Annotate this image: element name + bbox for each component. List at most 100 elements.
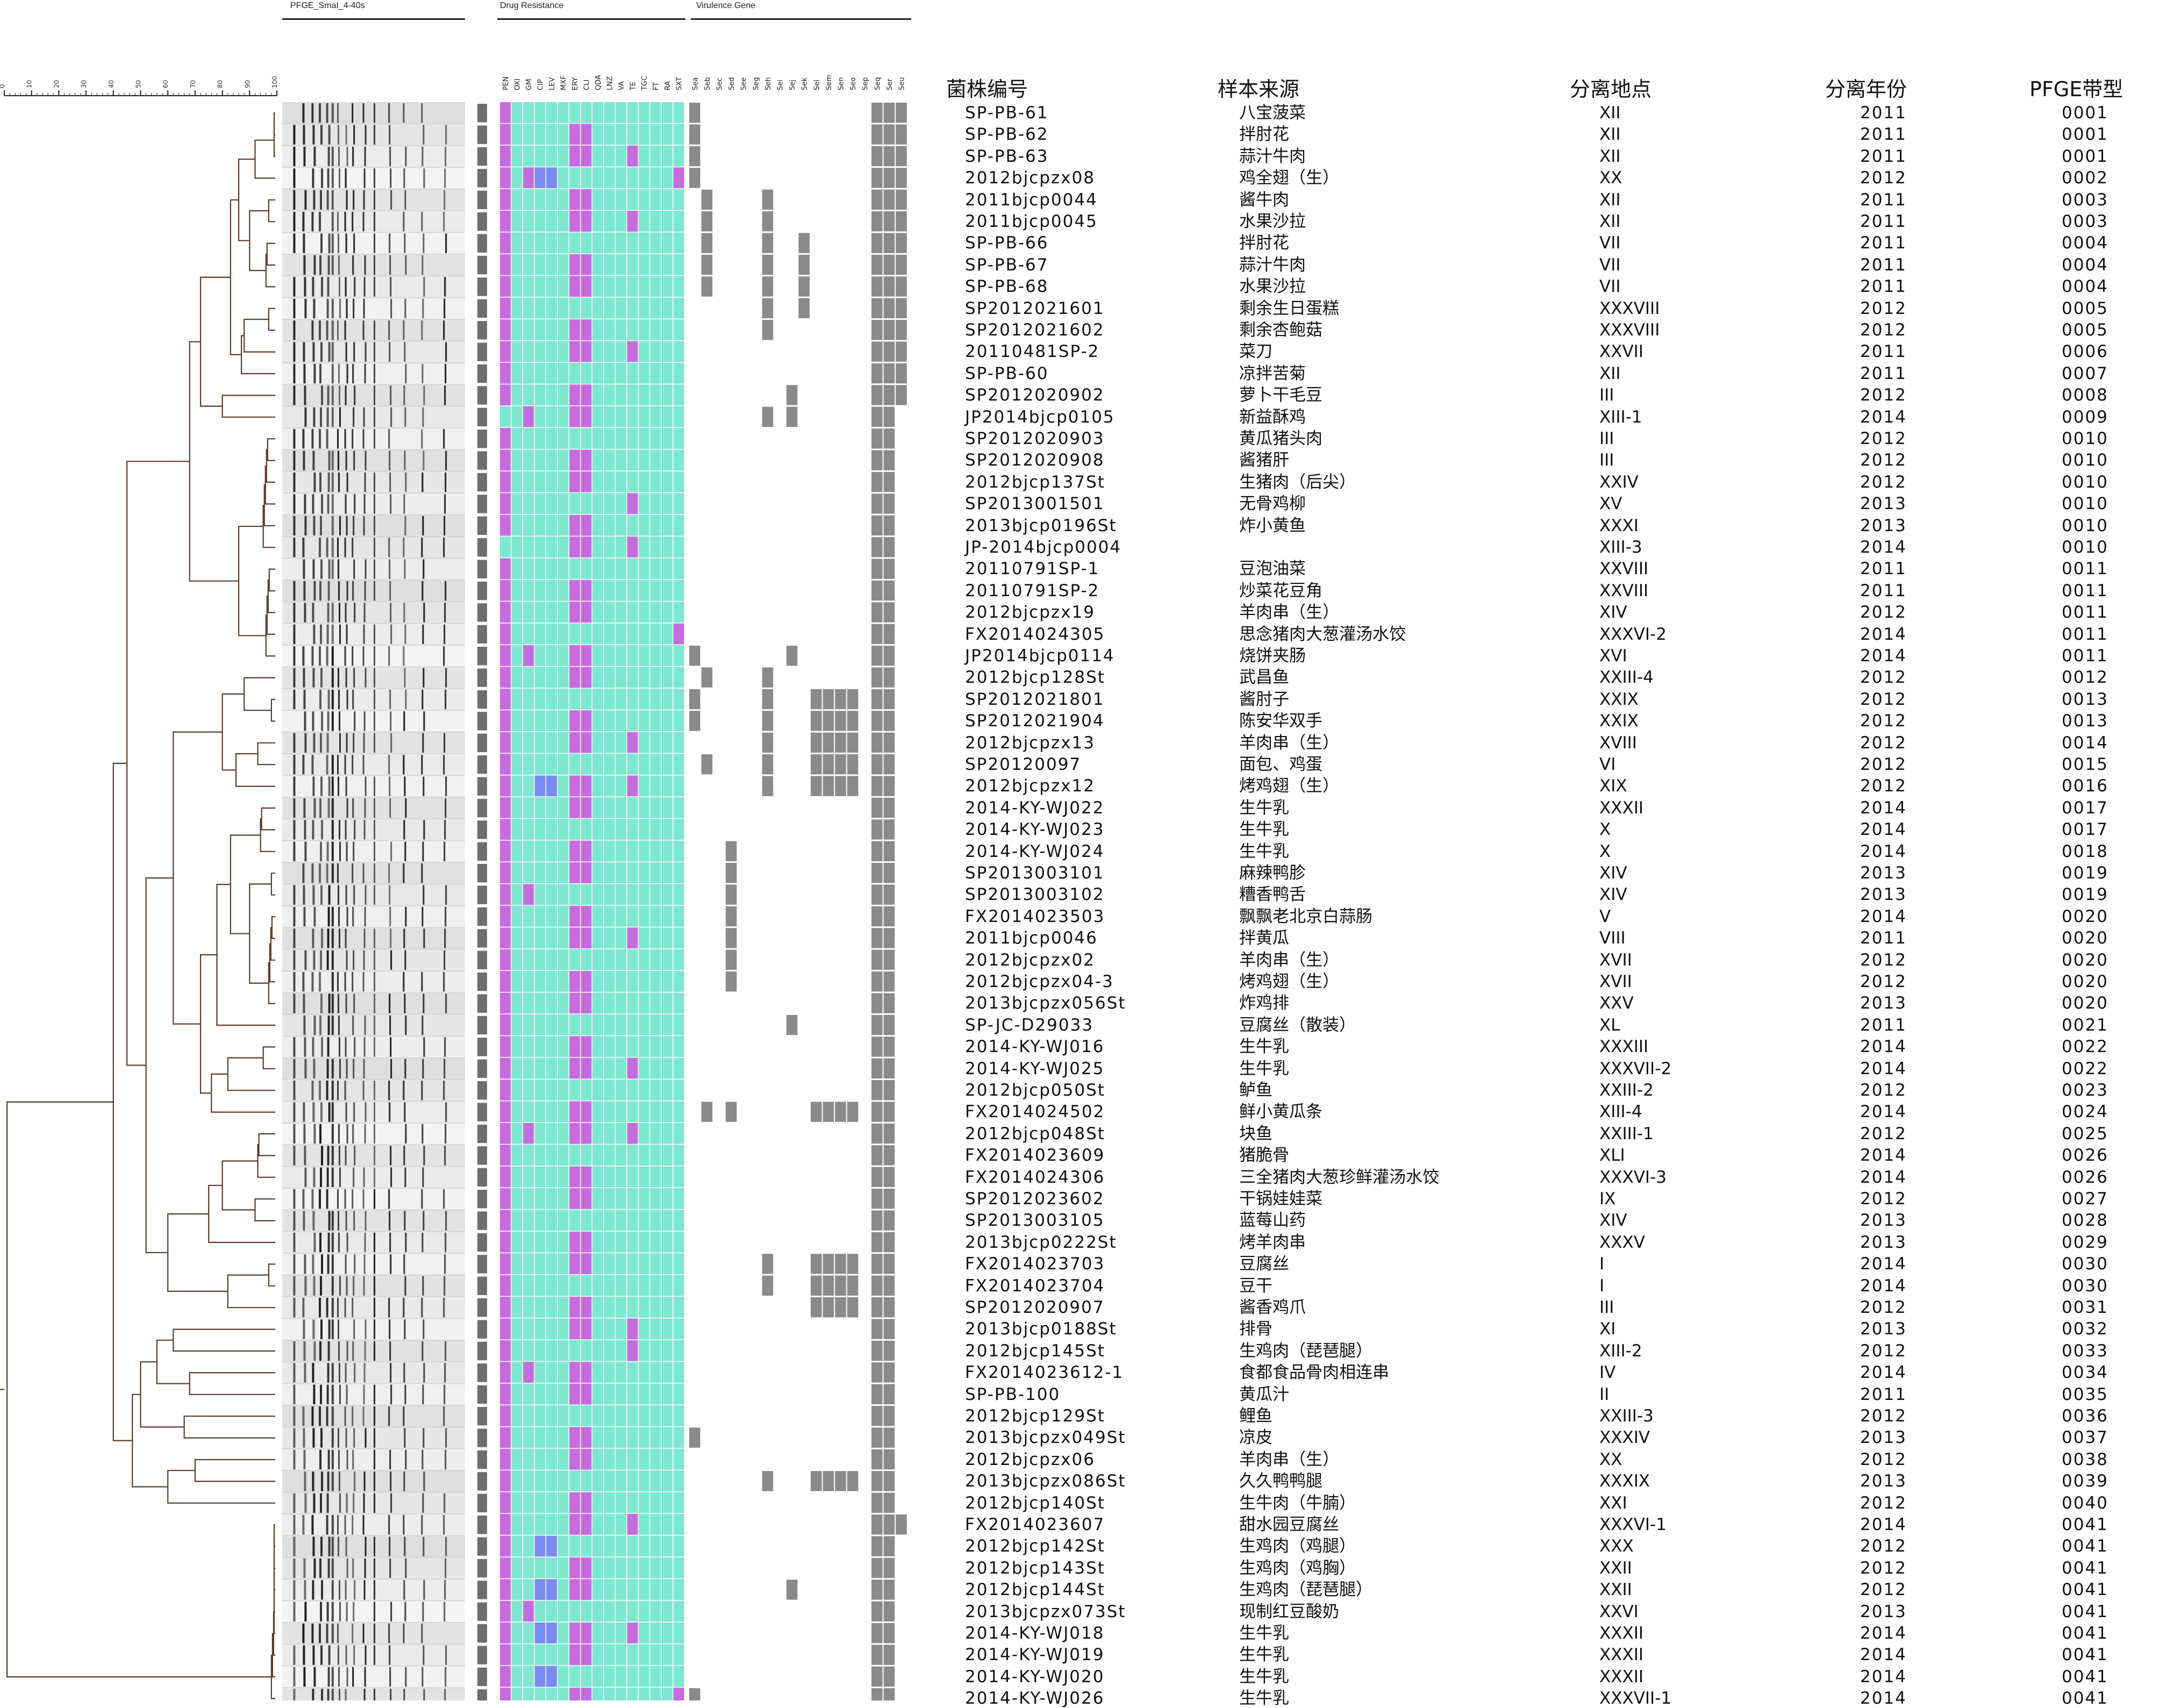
drug-cell	[523, 1514, 534, 1535]
pfge-band	[327, 1558, 330, 1578]
drug-cell	[592, 1600, 603, 1622]
drug-cell	[557, 1492, 569, 1513]
row-strain-id: 2012bjcp137St	[965, 472, 1105, 492]
drug-cell	[581, 1535, 592, 1557]
pfge-lane	[282, 1514, 465, 1535]
row-pfge-pattern: 0030	[2062, 1254, 2108, 1274]
gene-present-cell	[883, 841, 895, 861]
drug-cell	[662, 667, 673, 688]
pfge-band	[346, 1558, 348, 1578]
drug-cell	[639, 927, 649, 949]
pfge-band	[326, 1624, 328, 1643]
drug-cell	[627, 1231, 638, 1253]
pfge-band	[389, 233, 391, 253]
pfge-band	[390, 624, 392, 644]
row-strain-id: 2014-KY-WJ022	[965, 798, 1105, 818]
drug-cell	[627, 1253, 638, 1275]
drug-label: QDA	[595, 75, 603, 90]
pfge-band	[403, 1580, 405, 1600]
pfge-band	[320, 668, 323, 688]
drug-cell	[639, 1166, 649, 1188]
pfge-band	[321, 168, 323, 188]
row-isolation-year: 2014	[1860, 407, 1907, 427]
pfge-band	[311, 212, 314, 232]
pfge-band	[346, 363, 348, 384]
pfge-band	[311, 972, 314, 992]
gene-present-cell	[725, 906, 737, 927]
row-marker	[477, 1385, 487, 1404]
drug-cell	[534, 362, 546, 384]
pfge-band	[319, 363, 321, 384]
drug-cell	[534, 1101, 546, 1123]
row-pfge-pattern: 0003	[2062, 212, 2108, 231]
gene-present-cell	[883, 819, 895, 840]
pfge-band	[320, 1102, 323, 1122]
drug-cell	[650, 1427, 661, 1448]
pfge-band	[293, 1102, 296, 1122]
drug-cell	[546, 102, 557, 123]
drug-cell	[627, 623, 638, 645]
drug-cell	[650, 732, 661, 753]
drug-cell	[662, 1275, 673, 1296]
row-sample-source: 鲈鱼	[1239, 1081, 1272, 1100]
pfge-band	[327, 494, 330, 514]
row-strain-id: SP2013003102	[965, 885, 1105, 905]
drug-cell	[650, 1623, 661, 1643]
drug-cell	[604, 1188, 615, 1209]
gene-present-cell	[883, 1666, 895, 1687]
drug-cell	[639, 623, 649, 645]
pfge-band	[304, 1602, 307, 1621]
pfge-band	[352, 1015, 354, 1035]
pfge-band	[346, 906, 348, 927]
row-pfge-pattern: 0038	[2062, 1449, 2108, 1469]
pfge-band	[374, 841, 375, 861]
drug-cell	[592, 102, 603, 123]
row-isolation-year: 2013	[1860, 1232, 1907, 1252]
row-isolation-site: XII	[1599, 190, 1621, 210]
drug-cell	[500, 1123, 511, 1144]
drug-label: LNZ	[606, 76, 614, 90]
drug-cell	[616, 189, 626, 210]
drug-cell	[604, 124, 615, 145]
pfge-band	[326, 1406, 328, 1426]
drug-cell	[662, 1535, 673, 1557]
pfge-band	[404, 1211, 406, 1231]
pfge-band	[421, 1081, 423, 1100]
pfge-band	[344, 1189, 346, 1209]
gene-present-cell	[883, 949, 895, 970]
drug-cell	[500, 145, 511, 167]
drug-cell	[639, 297, 649, 319]
drug-cell	[592, 1275, 603, 1296]
drug-cell	[569, 1080, 580, 1100]
drug-cell	[662, 1145, 673, 1166]
row-isolation-site: XXXVII-1	[1599, 1689, 1672, 1708]
drug-cell	[500, 319, 511, 340]
pfge-band	[331, 1015, 334, 1035]
pfge-band	[443, 320, 445, 340]
drug-cell	[523, 189, 534, 210]
pfge-band	[326, 103, 328, 123]
gene-present-cell	[689, 124, 700, 145]
pfge-band	[353, 1102, 355, 1122]
row-pfge-pattern: 0001	[2062, 146, 2108, 166]
pfge-band	[405, 798, 407, 818]
scale-tick-label: 70	[189, 80, 197, 88]
gene-present-cell	[883, 1362, 895, 1383]
drug-cell	[546, 1253, 557, 1275]
row-pfge-pattern: 0019	[2062, 885, 2108, 905]
row-isolation-year: 2013	[1860, 1211, 1907, 1231]
row-strain-id: 2014-KY-WJ025	[965, 1059, 1105, 1078]
pfge-band	[293, 906, 296, 927]
dendrogram-branch	[257, 1144, 275, 1178]
pfge-band	[363, 950, 365, 970]
row-isolation-site: XXI	[1599, 1493, 1627, 1513]
pfge-band	[364, 342, 367, 362]
drug-cell	[650, 884, 661, 905]
drug-cell	[569, 102, 580, 123]
pfge-band	[331, 472, 334, 492]
drug-cell	[523, 580, 534, 601]
row-pfge-pattern: 0017	[2062, 798, 2108, 818]
drug-cell	[604, 1579, 615, 1600]
pfge-band	[312, 1363, 314, 1383]
pfge-band	[293, 1602, 296, 1621]
